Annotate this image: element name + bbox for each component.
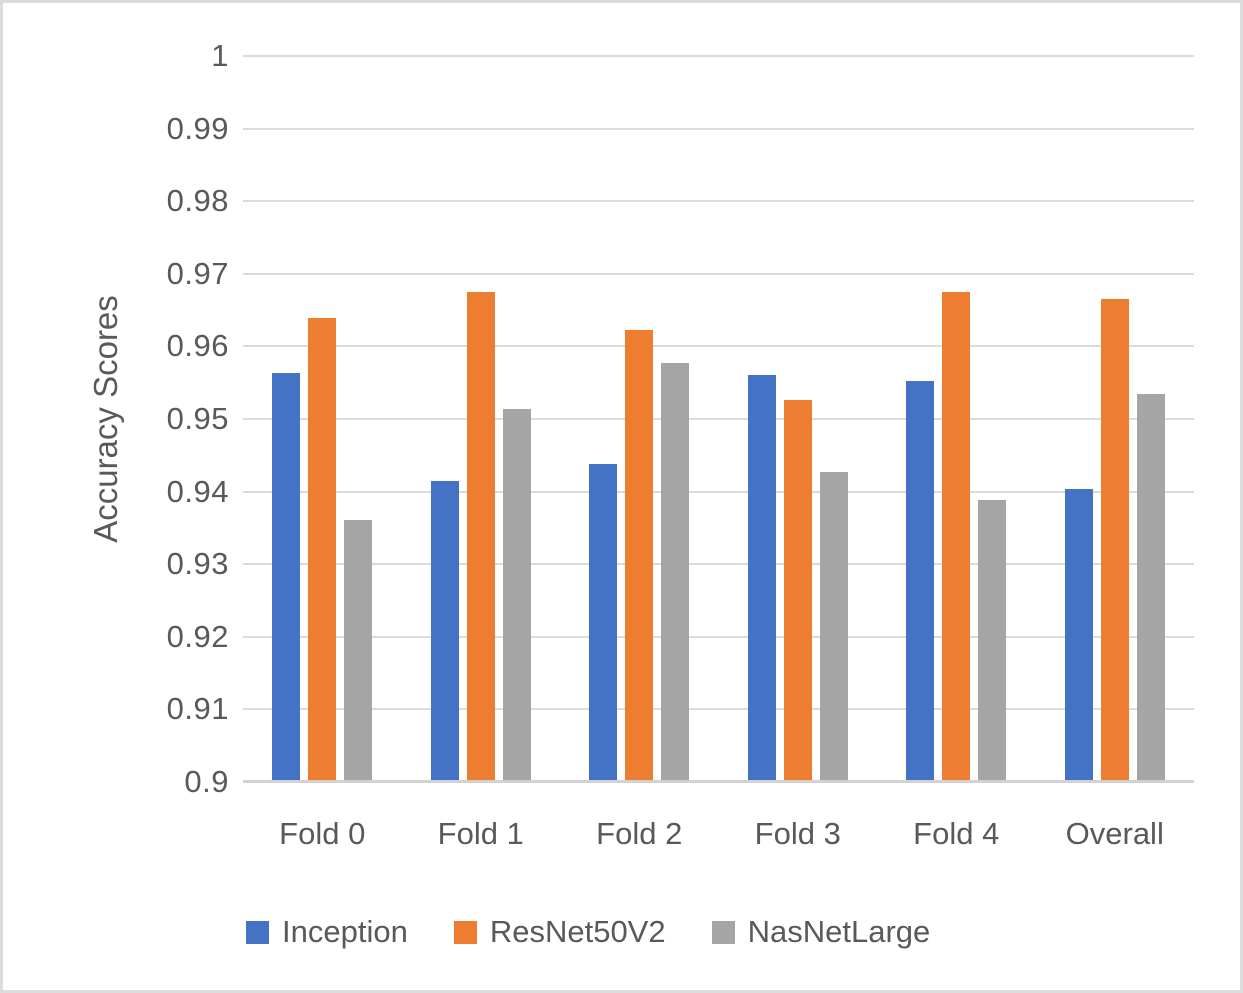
category-label: Fold 1 [437,816,524,851]
gridline [243,200,1194,203]
legend-item: ResNet50V2 [453,914,666,950]
plot-area [243,55,1194,783]
gridline [243,272,1194,275]
bar-inception-fold-0 [272,373,301,782]
bar-resnet50v2-fold-1 [466,291,495,782]
legend-swatch-resnet50v2 [453,920,477,944]
gridline [243,563,1194,566]
y-tick-label: 0.98 [166,183,229,219]
gridline [243,345,1194,348]
bar-nasnetlarge-fold-1 [502,408,531,782]
y-tick-label: 0.9 [184,764,229,799]
gridline [243,418,1194,420]
legend-swatch-inception [246,920,269,944]
y-tick-label: 0.99 [166,110,229,146]
bar-inception-fold-3 [747,374,776,782]
bar-resnet50v2-overall [1100,299,1129,782]
bar-resnet50v2-fold-2 [625,329,654,782]
legend-label: Inception [282,914,408,949]
bar-inception-fold-1 [430,481,459,782]
gridline [243,127,1194,130]
legend-label: ResNet50V2 [489,914,666,949]
legend-swatch-nasnetlarge [711,920,735,944]
bar-nasnetlarge-fold-0 [344,519,373,782]
bar-inception-overall [1064,489,1093,782]
bar-resnet50v2-fold-0 [308,318,337,782]
y-tick-label: 0.92 [166,618,229,654]
y-tick-label: 0.97 [166,255,229,291]
x-axis-line [243,780,1194,783]
gridline [243,490,1194,493]
bar-nasnetlarge-overall [1136,394,1165,782]
y-tick-label: 0.94 [166,473,229,509]
gridline [243,635,1194,638]
y-tick-label: 0.96 [166,328,229,364]
legend-label: NasNetLarge [747,914,931,949]
bar-inception-fold-4 [906,381,935,782]
y-tick-label: 0.91 [166,691,229,727]
gridline [243,55,1194,57]
bar-resnet50v2-fold-3 [783,400,812,782]
legend-item: NasNetLarge [711,914,931,950]
legend: Inception ResNet50V2 NasNetLarge [246,908,930,956]
bar-nasnetlarge-fold-3 [819,472,848,782]
legend-item: Inception [246,914,408,950]
category-label: Fold 0 [279,816,366,851]
gridline [243,708,1194,711]
bar-inception-fold-2 [589,464,618,782]
y-tick-label: 0.93 [166,546,229,582]
category-label: Overall [1065,816,1164,851]
category-label: Fold 3 [754,816,841,851]
category-label: Fold 2 [596,816,683,851]
y-tick-label: 1 [211,38,229,73]
bar-resnet50v2-fold-4 [942,291,971,782]
bar-nasnetlarge-fold-4 [978,499,1007,782]
y-tick-label: 0.95 [166,401,229,436]
bar-nasnetlarge-fold-2 [661,363,690,782]
category-label: Fold 4 [913,816,1000,851]
